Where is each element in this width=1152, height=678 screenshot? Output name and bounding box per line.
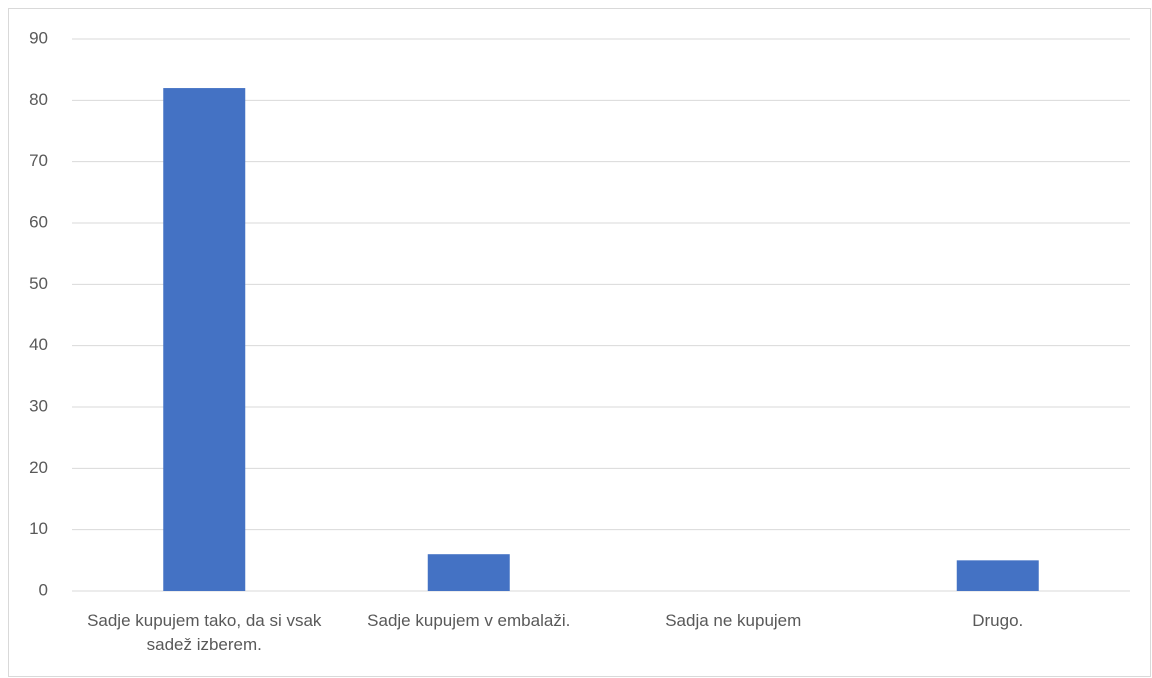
chart-border bbox=[8, 8, 1151, 677]
bar bbox=[956, 560, 1039, 591]
bar bbox=[163, 88, 246, 592]
y-tick-label: 10 bbox=[29, 519, 48, 538]
bar bbox=[427, 554, 510, 591]
x-tick-label: Sadje kupujem v embalaži. bbox=[367, 611, 571, 630]
y-tick-label: 30 bbox=[29, 396, 48, 415]
y-tick-label: 80 bbox=[29, 90, 48, 109]
y-tick-label: 40 bbox=[29, 335, 48, 354]
y-tick-label: 90 bbox=[29, 28, 48, 47]
y-tick-label: 60 bbox=[29, 212, 48, 231]
x-tick-label: Sadja ne kupujem bbox=[665, 611, 802, 630]
x-tick-label: Drugo. bbox=[972, 611, 1024, 630]
y-tick-label: 50 bbox=[29, 274, 48, 293]
y-tick-label: 0 bbox=[39, 580, 48, 599]
y-tick-label: 70 bbox=[29, 151, 48, 170]
x-tick-label: Sadje kupujem tako, da si vsak sadež izb… bbox=[87, 611, 322, 654]
y-tick-label: 20 bbox=[29, 458, 48, 477]
